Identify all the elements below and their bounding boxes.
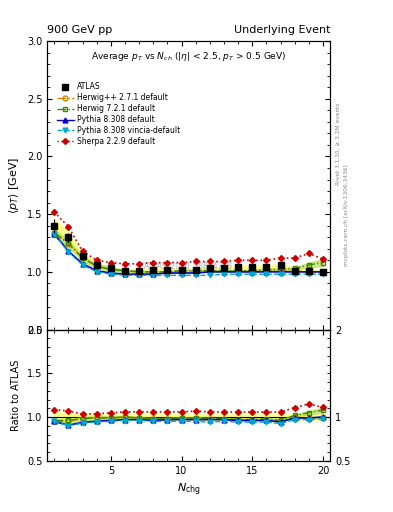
Text: Average $p_T$ vs $N_{ch}$ ($|\eta|$ < 2.5, $p_T$ > 0.5 GeV): Average $p_T$ vs $N_{ch}$ ($|\eta|$ < 2.… — [91, 50, 286, 62]
Text: mcplots.cern.ch [arXiv:1306.3436]: mcplots.cern.ch [arXiv:1306.3436] — [344, 164, 349, 266]
Legend: ATLAS, Herwig++ 2.7.1 default, Herwig 7.2.1 default, Pythia 8.308 default, Pythi: ATLAS, Herwig++ 2.7.1 default, Herwig 7.… — [54, 79, 183, 149]
Y-axis label: Ratio to ATLAS: Ratio to ATLAS — [11, 359, 21, 431]
Text: 900 GeV pp: 900 GeV pp — [47, 25, 112, 35]
Text: ATLAS_2010_S8894728: ATLAS_2010_S8894728 — [144, 262, 233, 271]
Y-axis label: $\langle p_T \rangle$ [GeV]: $\langle p_T \rangle$ [GeV] — [7, 157, 21, 214]
Text: Rivet 3.1.10, ≥ 3.2M events: Rivet 3.1.10, ≥ 3.2M events — [336, 102, 341, 185]
Text: Underlying Event: Underlying Event — [233, 25, 330, 35]
X-axis label: $N_{\rm chg}$: $N_{\rm chg}$ — [177, 481, 200, 498]
